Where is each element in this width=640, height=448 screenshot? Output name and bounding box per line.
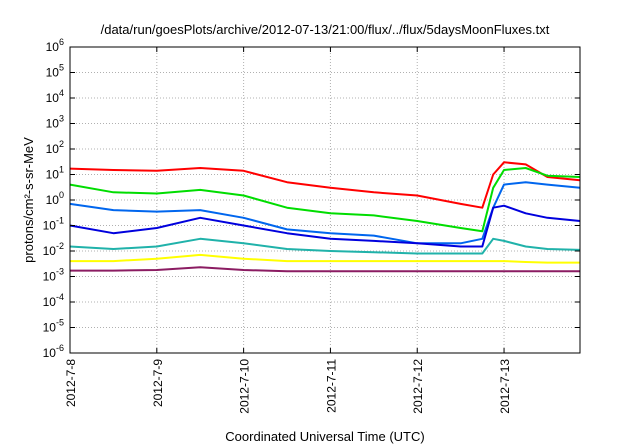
- x-tick-label: 2012-7-10: [238, 359, 252, 414]
- series-line-2: [69, 167, 581, 233]
- x-tick-label: 2012-7-11: [324, 359, 338, 413]
- series-line-5: [69, 237, 581, 255]
- y-tick-label: 101: [46, 165, 64, 182]
- y-tick-label: 102: [46, 139, 64, 156]
- axis-ticks: [69, 46, 580, 354]
- y-tick-label: 106: [46, 37, 64, 54]
- x-tick-labels: 2012-7-8 2012-7-9 2012-7-10 2012-7-11 2012-7…: [64, 359, 512, 414]
- y-tick-label: 10-6: [43, 343, 64, 360]
- y-tick-label: 105: [46, 63, 64, 80]
- y-tick-label: 10-2: [43, 241, 64, 258]
- series-line-6: [70, 253, 580, 264]
- x-axis-label: Coordinated Universal Time (UTC): [225, 429, 424, 444]
- x-tick-label: 2012-7-13: [498, 359, 512, 414]
- y-tick-label: 103: [46, 114, 64, 131]
- y-tick-label: 10-4: [43, 292, 64, 309]
- series-layer: [69, 161, 581, 273]
- grid-lines: [69, 47, 580, 353]
- series-line-1: [69, 161, 581, 209]
- y-tick-label: 104: [46, 88, 64, 105]
- x-tick-label: 2012-7-9: [151, 359, 165, 407]
- y-tick-label: 10-1: [43, 216, 64, 233]
- y-tick-label: 10-3: [43, 267, 64, 284]
- y-tick-label: 100: [46, 190, 64, 207]
- series-line-7: [70, 266, 580, 273]
- x-tick-label: 2012-7-8: [64, 359, 78, 407]
- chart-title: /data/run/goesPlots/archive/2012-07-13/2…: [101, 22, 550, 37]
- series-line-3: [69, 181, 581, 245]
- x-tick-label: 2012-7-12: [411, 359, 425, 414]
- y-tick-labels: 10-6 10-5 10-4 10-3 10-2 10-1 100 101 102 103 104 1…: [43, 37, 64, 360]
- y-tick-label: 10-5: [43, 318, 64, 335]
- y-axis-label: protons/cm²-s-sr-MeV: [21, 137, 36, 263]
- series-line-4: [69, 204, 581, 248]
